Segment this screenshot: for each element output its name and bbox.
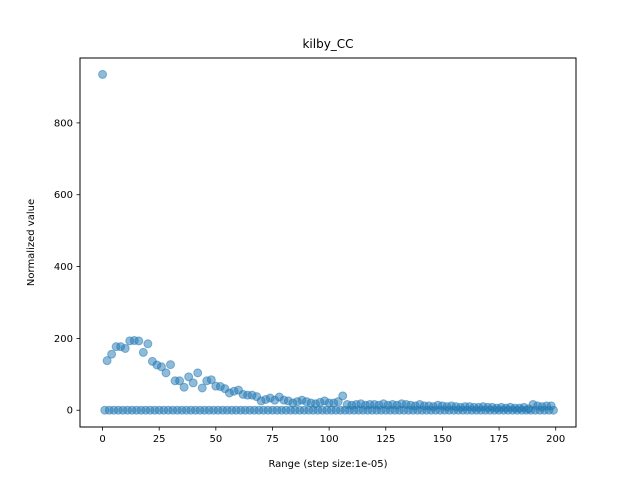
x-tick-label: 200	[546, 434, 565, 445]
data-point	[188, 378, 198, 388]
y-axis-ticks: 0 200 400 600 800	[54, 118, 80, 417]
y-tick-label: 200	[54, 334, 73, 345]
data-point	[548, 405, 558, 415]
data-point	[120, 343, 130, 353]
x-tick-label: 50	[209, 434, 222, 445]
x-axis-ticks: 0 25 50 75 100 125 150 175 200	[99, 427, 565, 445]
x-tick-label: 125	[376, 434, 395, 445]
data-point	[156, 362, 166, 372]
data-point	[338, 391, 348, 401]
x-tick-label: 75	[266, 434, 279, 445]
data-point	[138, 347, 148, 357]
data-point	[98, 69, 108, 79]
data-point	[184, 372, 194, 382]
x-tick-label: 150	[433, 434, 452, 445]
data-point	[107, 349, 117, 359]
data-point	[134, 336, 144, 346]
x-tick-label: 175	[490, 434, 509, 445]
data-point	[197, 383, 207, 393]
data-point	[333, 397, 343, 407]
x-tick-label: 0	[99, 434, 105, 445]
data-point	[206, 375, 216, 385]
data-point	[102, 356, 112, 366]
x-axis-label: Range (step size:1e-05)	[268, 459, 387, 470]
y-axis-label: Normalized value	[26, 199, 37, 286]
x-tick-label: 25	[153, 434, 166, 445]
y-tick-label: 0	[67, 406, 73, 417]
y-tick-label: 800	[54, 118, 73, 129]
data-point	[161, 368, 171, 378]
data-point	[193, 368, 203, 378]
data-point	[179, 382, 189, 392]
data-points	[98, 69, 558, 415]
chart-title: kilby_CC	[302, 37, 353, 51]
x-tick-label: 100	[320, 434, 339, 445]
y-tick-label: 400	[54, 262, 73, 273]
data-point	[166, 360, 176, 370]
y-tick-label: 600	[54, 190, 73, 201]
data-point	[143, 339, 153, 349]
plot-area-frame	[79, 57, 577, 428]
data-point	[175, 376, 185, 386]
